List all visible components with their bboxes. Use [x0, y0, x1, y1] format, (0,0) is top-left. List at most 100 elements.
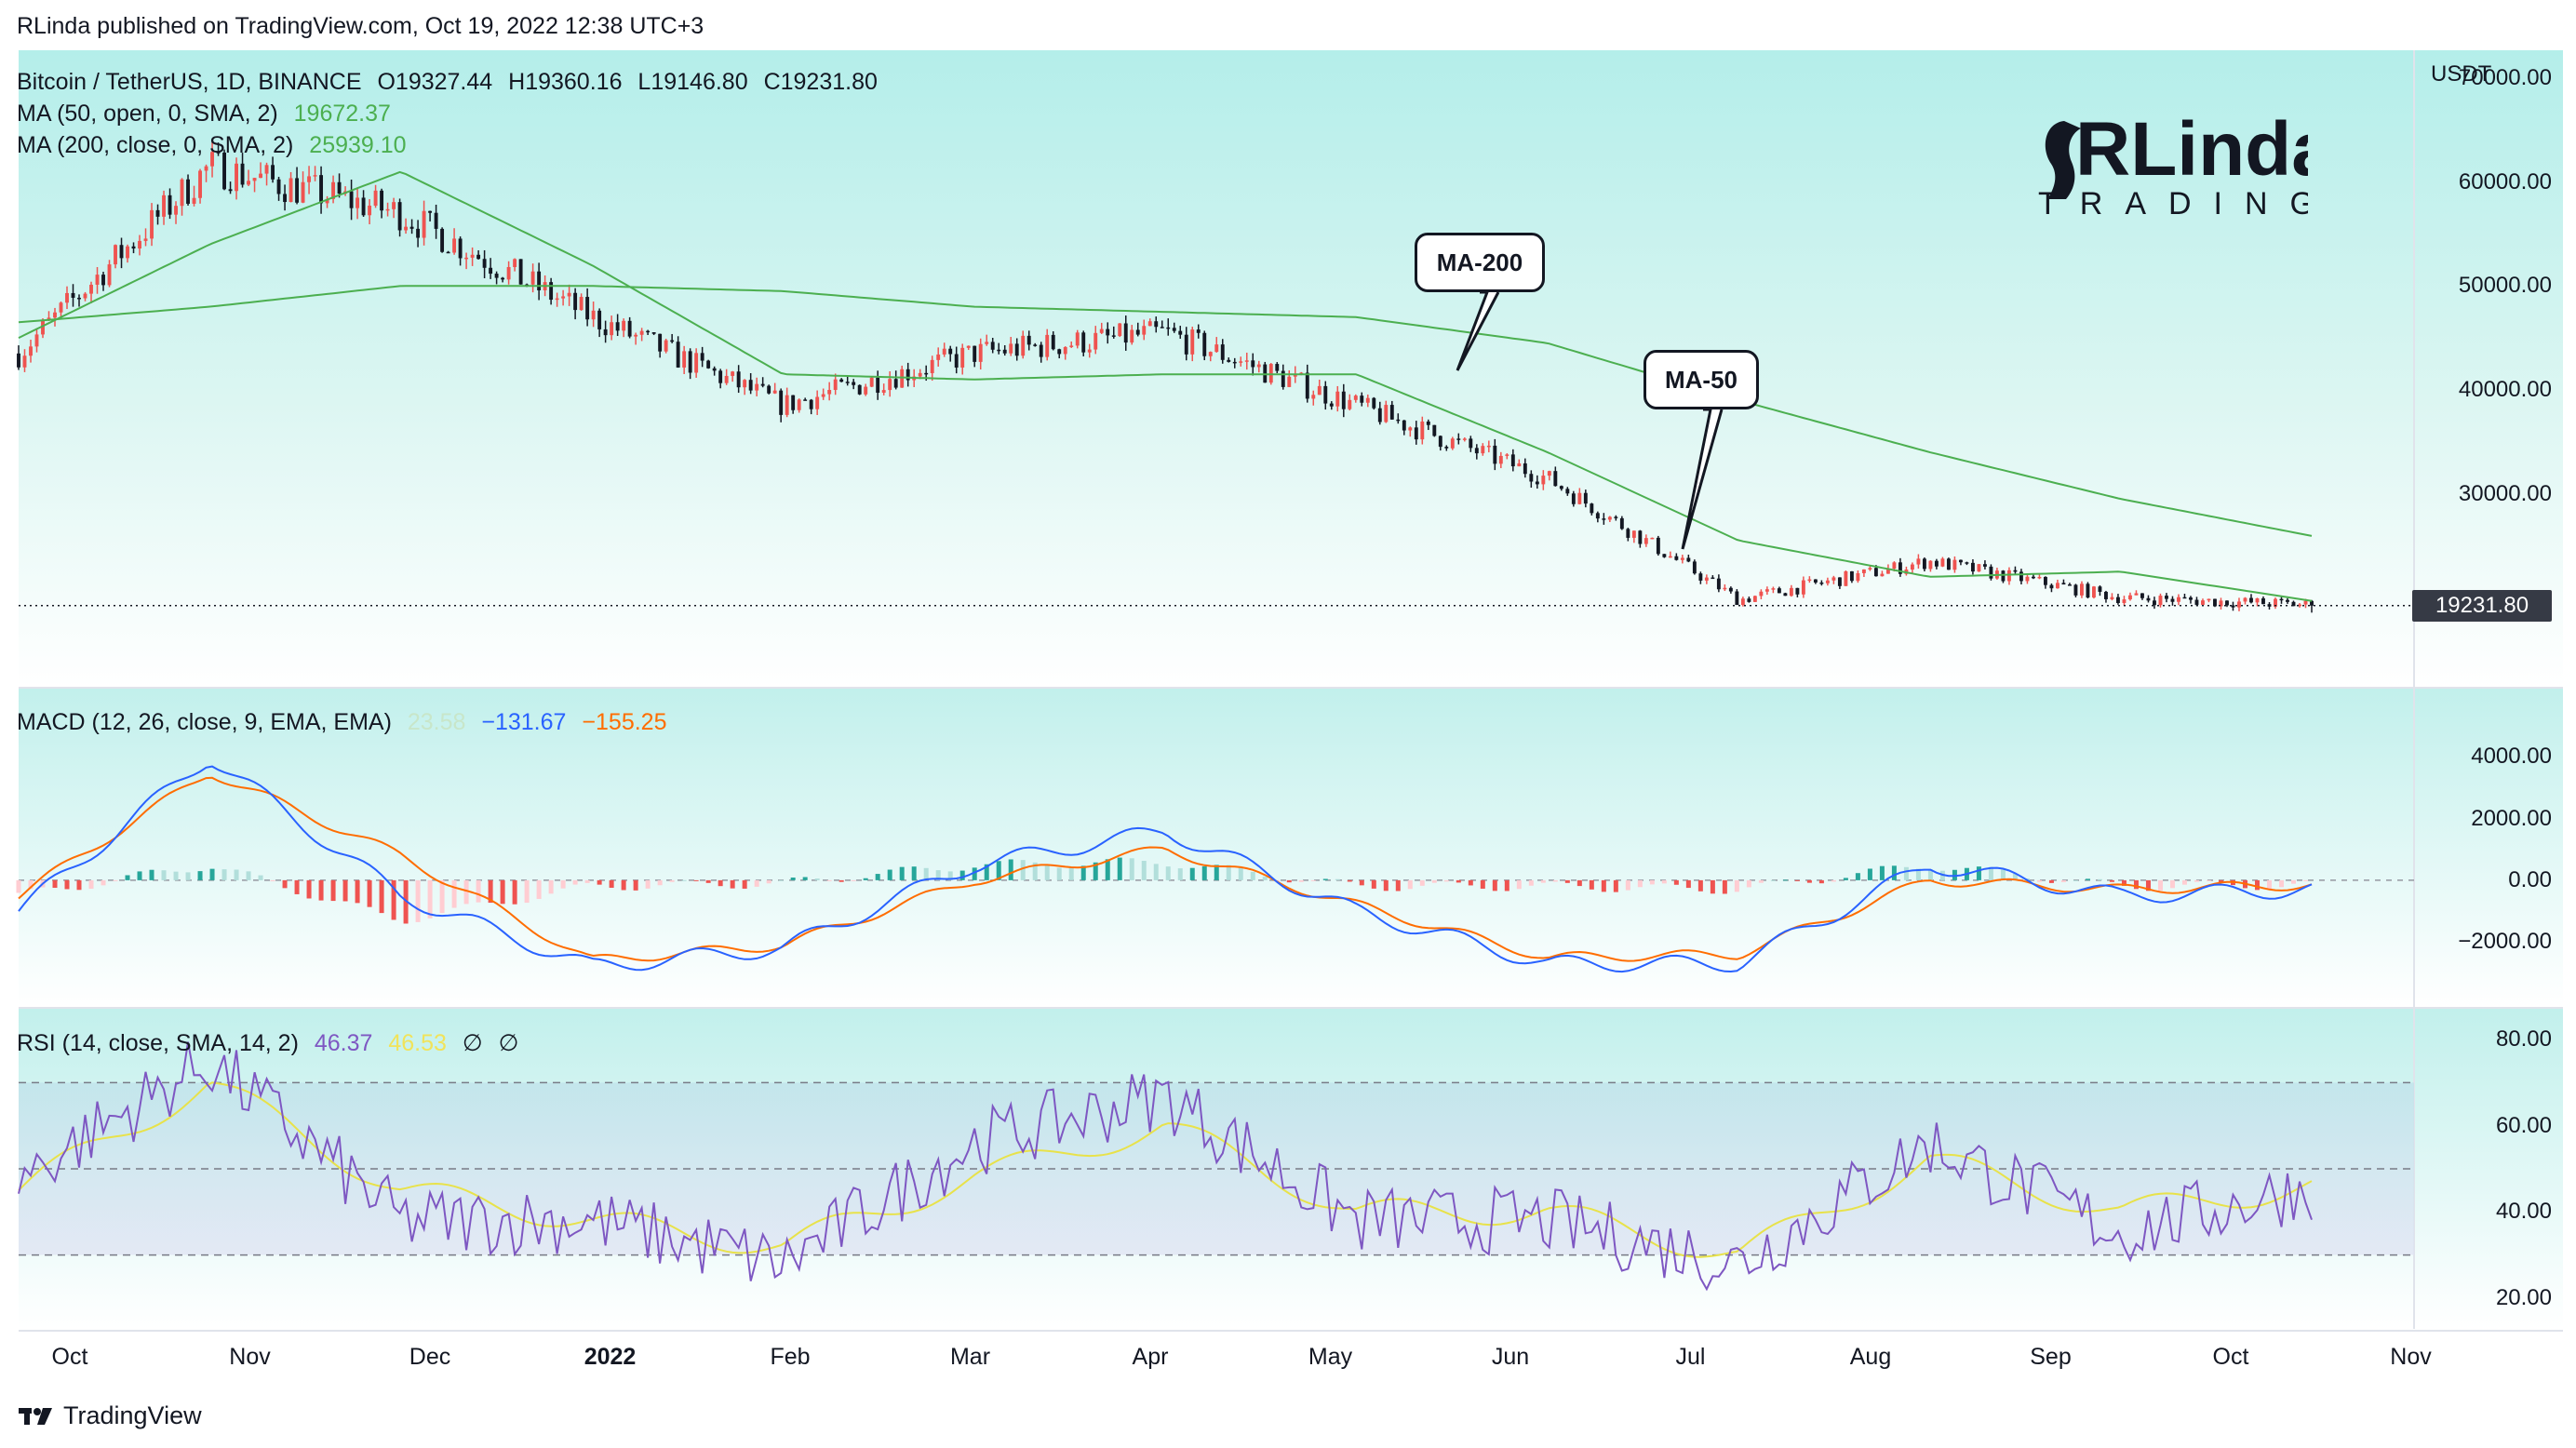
- publisher-line: RLinda published on TradingView.com, Oct…: [17, 13, 704, 39]
- macd-hist-bar: [2109, 879, 2114, 882]
- candle-body: [319, 175, 324, 204]
- candle-body: [2086, 583, 2090, 598]
- macd-hist-bar: [1758, 879, 1764, 883]
- candle-body: [639, 330, 644, 335]
- ma200-callout-pointer: [1456, 290, 1500, 371]
- candle-body: [259, 173, 262, 179]
- macd-hist-bar: [403, 879, 409, 924]
- candle-body: [1825, 580, 1830, 583]
- macd-hist-bar: [2290, 879, 2296, 884]
- ma200-legend[interactable]: MA (200, close, 0, SMA, 2) 25939.10: [17, 132, 416, 159]
- candle-body: [1559, 486, 1563, 489]
- candle-body: [356, 197, 360, 208]
- candle-body: [1123, 323, 1128, 343]
- macd-hist-bar: [1310, 879, 1316, 881]
- candle-body: [2104, 591, 2108, 599]
- candle-body: [204, 166, 208, 171]
- candle-body: [1014, 343, 1019, 356]
- candle-body: [1849, 570, 1854, 582]
- candle-body: [1323, 385, 1328, 404]
- candle-body: [2279, 598, 2284, 601]
- ma200-label: MA (200, close, 0, SMA, 2): [17, 132, 294, 158]
- macd-hist-bar: [1407, 879, 1413, 890]
- candle-body: [228, 189, 233, 192]
- candle-body: [1880, 573, 1885, 577]
- symbol-legend[interactable]: Bitcoin / TetherUS, 1D, BINANCE O19327.4…: [17, 69, 887, 96]
- candle-body: [325, 198, 329, 204]
- macd-hist-bar: [621, 879, 626, 891]
- candle-body: [2068, 584, 2072, 586]
- candle-body: [1275, 364, 1280, 371]
- time-tick-label: Sep: [2030, 1344, 2072, 1370]
- candle-body: [1868, 568, 1872, 570]
- ma50-legend[interactable]: MA (50, open, 0, SMA, 2) 19672.37: [17, 101, 400, 127]
- tradingview-footer[interactable]: TradingView: [19, 1401, 202, 1430]
- price-tick-label: 50000.00: [2458, 273, 2552, 299]
- candle-body: [2170, 598, 2175, 602]
- candle-body: [615, 322, 620, 331]
- candle-body: [1142, 326, 1147, 335]
- candle-body: [1771, 588, 1776, 590]
- macd-hist-bar: [88, 879, 94, 890]
- macd-hist-bar: [1419, 879, 1425, 886]
- candle-body: [1202, 332, 1207, 356]
- candle-body: [440, 228, 445, 252]
- macd-hist-bar: [161, 870, 167, 880]
- macd-hist-bar: [1456, 879, 1461, 883]
- macd-hist-bar: [1855, 873, 1860, 880]
- macd-hist-bar: [766, 879, 771, 884]
- candle-body: [2261, 598, 2265, 605]
- candle-body: [252, 178, 257, 181]
- macd-hist-bar: [1117, 857, 1122, 880]
- candle-body: [549, 282, 554, 301]
- rsi-label: RSI (14, close, SMA, 14, 2): [17, 1030, 299, 1056]
- candle-body: [1577, 492, 1582, 504]
- candle-body: [1680, 557, 1684, 560]
- candle-body: [930, 359, 934, 373]
- candle-body: [2092, 586, 2096, 598]
- macd-hist-bar: [1782, 879, 1788, 881]
- macd-hist-bar: [1141, 861, 1147, 880]
- candle-body: [2098, 586, 2102, 592]
- macd-hist-bar: [1891, 865, 1897, 880]
- candle-body: [1861, 569, 1866, 573]
- time-tick-label: Nov: [2390, 1344, 2432, 1370]
- macd-hist-bar: [1564, 879, 1570, 883]
- candle-body: [1711, 577, 1715, 580]
- macd-hist-bar: [2012, 874, 2018, 880]
- candle-body: [1686, 557, 1691, 562]
- macd-hist-bar: [959, 870, 965, 880]
- candle-body: [210, 152, 214, 167]
- candle-body: [89, 284, 93, 294]
- candle-body: [397, 202, 402, 231]
- macd-hist-bar: [1189, 867, 1195, 880]
- macd-hist-bar: [984, 864, 989, 880]
- candle-body: [186, 179, 190, 204]
- macd-hist-bar: [1383, 879, 1389, 892]
- candle-body: [22, 355, 27, 368]
- candle-body: [2219, 600, 2223, 607]
- candle-body: [1130, 329, 1134, 343]
- macd-legend[interactable]: MACD (12, 26, close, 9, EMA, EMA) 23.58 …: [17, 709, 676, 736]
- candle-body: [1196, 329, 1201, 333]
- candle-body: [2249, 597, 2253, 603]
- candle-body: [906, 369, 910, 381]
- low-value: L19146.80: [637, 69, 748, 95]
- currency-label: USDT: [2431, 61, 2492, 87]
- time-tick-label: Aug: [1849, 1344, 1892, 1370]
- rsi-tick-label: 20.00: [2495, 1284, 2552, 1310]
- logo-line1: RLinda: [2075, 110, 2308, 192]
- candle-body: [1341, 391, 1346, 409]
- candle-body: [1135, 329, 1140, 335]
- last-price-tag: 19231.80: [2412, 589, 2552, 622]
- rsi-legend[interactable]: RSI (14, close, SMA, 14, 2) 46.37 46.53 …: [17, 1029, 528, 1057]
- candle-body: [1626, 529, 1630, 538]
- macd-hist-bar: [294, 879, 300, 894]
- candle-body: [852, 382, 856, 385]
- candle-body: [1946, 558, 1951, 570]
- macd-tick-label: 2000.00: [2471, 805, 2552, 831]
- candle-body: [2043, 576, 2047, 585]
- candle-body: [1958, 559, 1963, 563]
- macd-hist-bar: [1625, 879, 1630, 891]
